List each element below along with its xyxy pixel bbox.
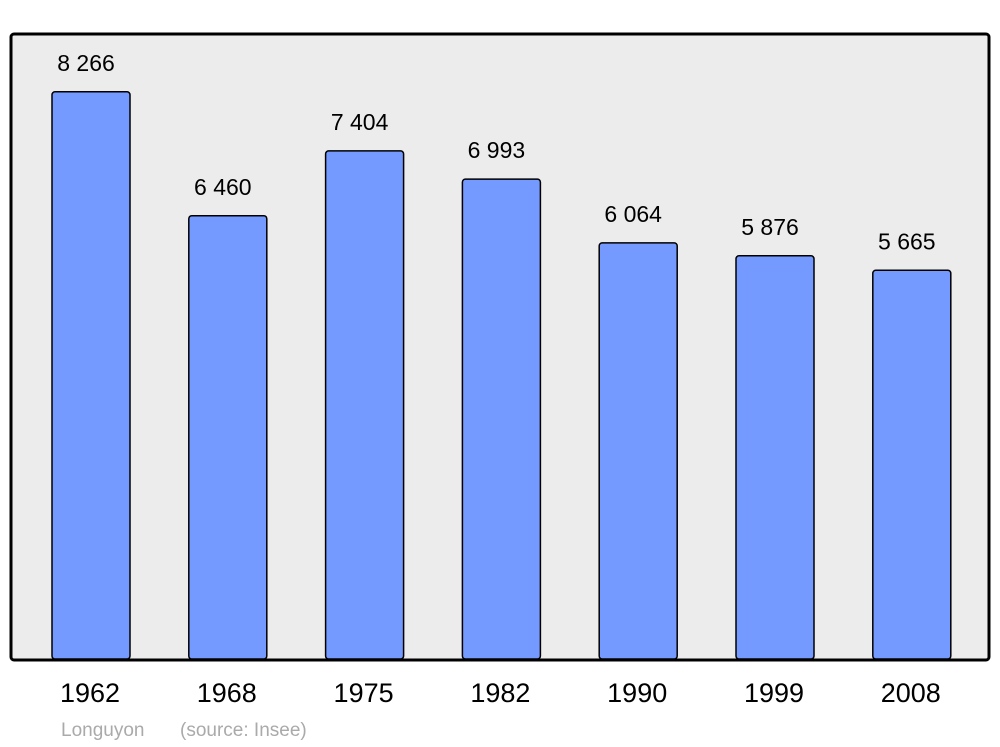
value-label: 5 876 [741,214,799,240]
bar [598,242,678,660]
value-label: 6 064 [604,201,662,227]
value-label: 6 460 [194,174,252,200]
x-tick-label: 1982 [470,678,530,708]
bar [51,91,131,660]
value-label: 7 404 [331,109,389,135]
bar [324,150,405,660]
bar [188,214,268,660]
x-tick-label: 1975 [334,678,394,708]
bar [735,255,815,660]
x-tick-label: 2008 [881,678,941,708]
value-label: 8 266 [57,50,115,76]
value-label: 5 665 [878,228,936,254]
x-tick-label: 1999 [744,678,804,708]
bar [461,178,542,660]
x-tick-label: 1968 [197,678,257,708]
source: (source: Insee) [180,720,307,741]
bar [872,269,952,660]
x-tick-label: 1962 [60,678,120,708]
value-label: 6 993 [468,137,526,163]
x-tick-label: 1990 [607,678,667,708]
caption: Longuyon [61,720,144,741]
